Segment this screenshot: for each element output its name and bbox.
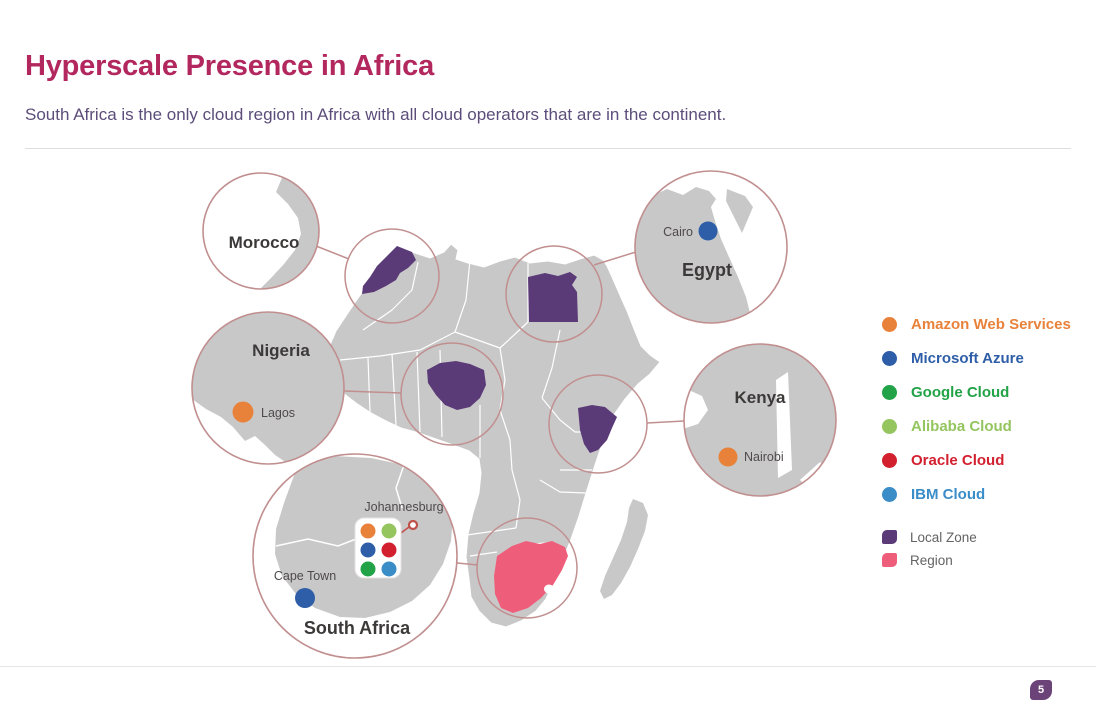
kenya-coast-strip	[776, 372, 792, 478]
johannesburg-marker-ring	[407, 519, 419, 531]
legend-label: Oracle Cloud	[911, 451, 1005, 469]
lesotho-enclave	[544, 584, 554, 594]
jhb-ibm-dot	[381, 561, 397, 577]
alibaba-dot-icon	[882, 418, 897, 434]
region-swatch-icon	[882, 553, 897, 567]
nairobi-provider-dot	[718, 447, 738, 467]
madagascar-island	[600, 499, 648, 599]
local-zone-swatch-icon	[882, 530, 897, 544]
azure-dot-icon	[882, 350, 897, 366]
nairobi-label: Nairobi	[744, 450, 784, 464]
cairo-label: Cairo	[663, 225, 693, 239]
legend-label: Alibaba Cloud	[911, 417, 1012, 435]
johannesburg-pointer	[400, 526, 410, 534]
legend-label: IBM Cloud	[911, 485, 986, 503]
africa-continent	[326, 243, 661, 628]
google-dot-icon	[882, 384, 897, 400]
zone-label: Local Zone	[910, 529, 977, 545]
page-title: Hyperscale Presence in Africa	[25, 50, 435, 82]
header-divider	[25, 148, 1071, 149]
legend-item-google: Google Cloud	[882, 381, 1071, 403]
zone-label: Region	[910, 552, 953, 568]
nigeria-callout: Nigeria Lagos	[191, 311, 345, 465]
legend-item-azure: Microsoft Azure	[882, 347, 1071, 369]
ibm-dot-icon	[882, 486, 897, 502]
kenya-label: Kenya	[734, 388, 786, 407]
johannesburg-provider-dots	[360, 523, 397, 577]
egypt-zoom-land	[635, 187, 750, 323]
aws-dot-icon	[882, 316, 897, 332]
legend-zones: Local Zone Region	[882, 529, 1071, 568]
legend-label: Amazon Web Services	[911, 315, 1071, 333]
page-number-badge: 5	[1030, 680, 1052, 700]
jhb-alibaba-dot	[381, 523, 397, 539]
cairo-provider-dot	[698, 221, 718, 241]
sinai-zoom-land	[726, 189, 753, 233]
egypt-focus-circle	[505, 245, 603, 343]
cape-town-provider-dot	[295, 588, 315, 608]
nigeria-zoom-land	[192, 312, 344, 463]
lagos-provider-dot	[232, 401, 254, 423]
egypt-highlight	[528, 272, 578, 322]
jhb-google-dot	[360, 561, 376, 577]
nigeria-label: Nigeria	[252, 341, 310, 360]
morocco-highlight	[362, 246, 416, 294]
morocco-focus-circle	[344, 228, 440, 324]
page-subtitle: South Africa is the only cloud region in…	[25, 105, 727, 124]
legend-label: Google Cloud	[911, 383, 1010, 401]
egypt-label: Egypt	[682, 260, 732, 280]
callout-connectors	[315, 245, 685, 566]
south-africa-highlight	[494, 541, 568, 613]
cape-town-label: Cape Town	[274, 569, 336, 583]
south-africa-focus-circle	[476, 517, 578, 619]
kenya-highlight	[578, 405, 617, 453]
jhb-aws-dot	[360, 523, 376, 539]
south-africa-label: South Africa	[304, 618, 411, 638]
legend-item-local-zone: Local Zone	[882, 529, 1071, 545]
nigeria-focus-circle	[400, 342, 504, 446]
morocco-label: Morocco	[229, 233, 300, 252]
south-africa-zoom-borders	[275, 464, 405, 547]
oracle-dot-icon	[882, 452, 897, 468]
small-island	[636, 520, 640, 524]
africa-map: Morocco Cairo Egypt Nigeria Lagos	[191, 170, 837, 659]
legend-item-alibaba: Alibaba Cloud	[882, 415, 1071, 437]
jhb-azure-dot	[360, 542, 376, 558]
legend-item-region: Region	[882, 552, 1071, 568]
kenya-callout: Kenya Nairobi	[683, 343, 837, 497]
legend: Amazon Web Services Microsoft Azure Goog…	[882, 313, 1071, 575]
nigeria-highlight	[427, 361, 486, 410]
johannesburg-label: Johannesburg	[364, 500, 443, 514]
footer-divider	[0, 666, 1096, 667]
jhb-oracle-dot	[381, 542, 397, 558]
lagos-label: Lagos	[261, 406, 295, 420]
legend-item-oracle: Oracle Cloud	[882, 449, 1071, 471]
kenya-focus-circle	[548, 374, 648, 474]
map-focus-circles	[344, 228, 648, 619]
legend-item-aws: Amazon Web Services	[882, 313, 1071, 335]
legend-item-ibm: IBM Cloud	[882, 483, 1071, 505]
south-africa-callout: Johannesburg Cape Town South Africa	[252, 453, 458, 659]
egypt-callout: Cairo Egypt	[634, 170, 788, 324]
morocco-callout: Morocco	[202, 172, 320, 290]
legend-label: Microsoft Azure	[911, 349, 1024, 367]
